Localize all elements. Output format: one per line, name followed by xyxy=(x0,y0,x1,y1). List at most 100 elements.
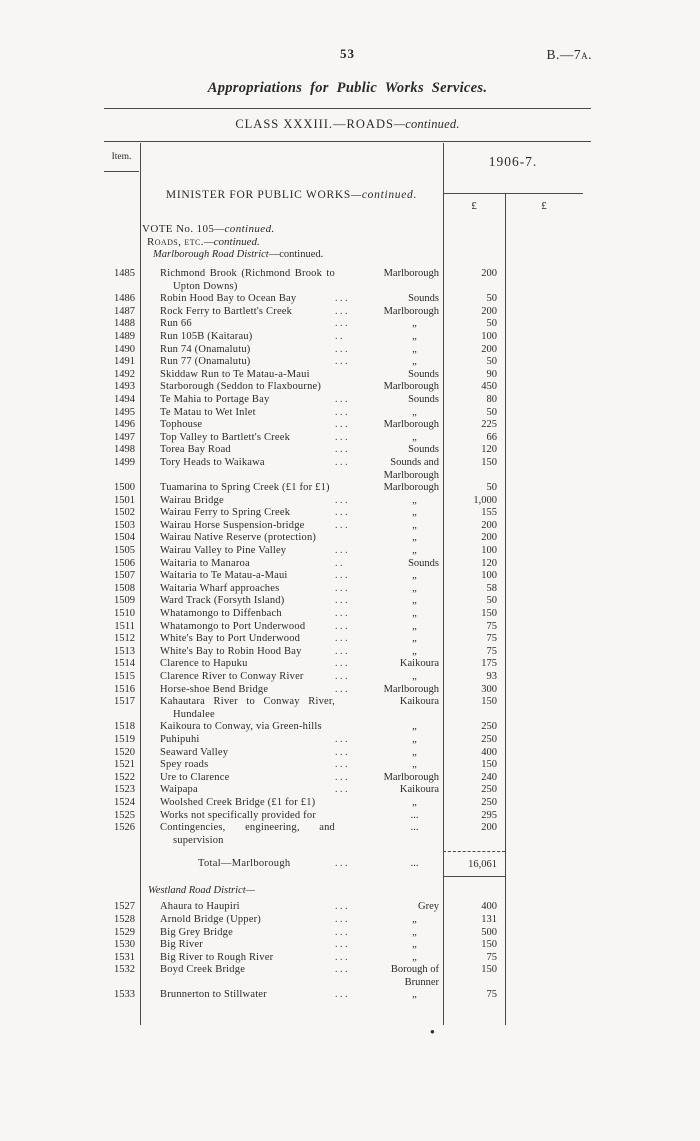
amount-1906-7: 50 xyxy=(486,595,498,607)
locality-cell: „ xyxy=(412,733,417,745)
locality-cell: Grey xyxy=(418,901,439,913)
amount-1906-7: 50 xyxy=(486,356,498,368)
row-main-cell: Ahaura to Haupiri... Grey xyxy=(140,901,443,914)
locality-cell: „ xyxy=(412,532,417,544)
item-number: 1503 xyxy=(114,519,135,531)
locality-cell: Sounds and Marlborough xyxy=(383,456,439,481)
row-main-cell: Waitaria to Te Matau-a-Maui... „ xyxy=(140,570,443,583)
leader-dots: ... xyxy=(335,858,350,870)
leader-dots: ... xyxy=(335,456,350,468)
item-number: 1506 xyxy=(114,557,135,569)
locality-cell: Marlborough xyxy=(383,268,439,279)
amount-1906-7: 150 xyxy=(481,608,497,620)
leader-dots: ... xyxy=(335,419,350,431)
work-description: Whatamongo to Port Underwood xyxy=(160,620,306,632)
table-row: 1530 Big River... „ 150 xyxy=(103,939,583,952)
table-row: 1501 Wairau Bridge... „ 1,000 xyxy=(103,495,583,508)
table-row: 1515 Clarence River to Conway River... „ 93 xyxy=(103,671,583,684)
table-row: 1486 Robin Hood Bay to Ocean Bay... Sounds… xyxy=(103,293,583,306)
locality-cell: Sounds xyxy=(408,444,439,456)
row-main-cell: Horse-shoe Bend Bridge... Marlborough xyxy=(140,684,443,697)
amount-1906-7: 200 xyxy=(481,532,497,544)
work-description: Ure to Clarence xyxy=(160,771,230,783)
leader-dots: ... xyxy=(335,926,350,938)
locality-cell: ... xyxy=(410,822,419,834)
table-row: 1529 Big Grey Bridge... „ 500 xyxy=(103,927,583,940)
leader-dots: ... xyxy=(335,293,350,305)
item-number: 1486 xyxy=(114,293,135,305)
row-main-cell: Top Valley to Bartlett's Creek... „ xyxy=(140,432,443,445)
row-main-cell: Run 105B (Kaitarau).. „ xyxy=(140,331,443,344)
work-description: White's Bay to Port Underwood xyxy=(160,633,301,645)
table-row: 1487 Rock Ferry to Bartlett's Creek... Mar… xyxy=(103,306,583,319)
amount-1906-7: 80 xyxy=(486,393,498,405)
total-label: Total—Marlborough xyxy=(198,858,291,870)
table-row: 1509 Ward Track (Forsyth Island)... „ 50 xyxy=(103,595,583,608)
work-description: Tuamarina to Spring Creek (£1 for £1) xyxy=(160,482,330,494)
table-row: 1522 Ure to Clarence... Marlborough 240 xyxy=(103,772,583,785)
amount-1906-7: 250 xyxy=(481,733,497,745)
row-main-cell: Works not specifically provided for... xyxy=(140,810,443,823)
locality-cell: ... xyxy=(410,809,419,821)
table-row: 1498 Torea Bay Road... Sounds 120 xyxy=(103,444,583,457)
work-description: Woolshed Creek Bridge (£1 for £1) xyxy=(160,796,316,808)
item-number: 1510 xyxy=(114,608,135,620)
locality-cell: „ xyxy=(412,989,417,1001)
row-main-cell: Richmond Brook (Richmond Brook to Upton … xyxy=(140,268,443,293)
work-description: Run 105B (Kaitarau) xyxy=(160,330,253,342)
item-header-underline xyxy=(104,171,139,172)
item-number: 1519 xyxy=(114,733,135,745)
item-number: 1502 xyxy=(114,507,135,519)
row-main-cell: Big River... „ xyxy=(140,939,443,952)
table-row: 1495 Te Matau to Wet Inlet... „ 50 xyxy=(103,407,583,420)
amount-1906-7: 100 xyxy=(481,545,497,557)
amount-1906-7: 150 xyxy=(481,939,497,951)
amount-1906-7: 300 xyxy=(481,683,497,695)
leader-dots: ... xyxy=(335,595,350,607)
locality-cell: „ xyxy=(412,595,417,607)
row-main-cell: Waitaria Wharf approaches... „ xyxy=(140,583,443,596)
work-description: Ahaura to Haupiri xyxy=(160,901,240,913)
locality-cell: „ xyxy=(412,721,417,733)
work-description: Boyd Creek Bridge xyxy=(160,964,246,976)
leader-dots: ... xyxy=(335,658,350,670)
leader-dots: ... xyxy=(335,989,350,1001)
table-row: 1492 Skiddaw Run to Te Matau-a-Maui Sounds… xyxy=(103,369,583,382)
leader-dots: ... xyxy=(335,494,350,506)
row-main-cell: Arnold Bridge (Upper)... „ xyxy=(140,914,443,927)
item-number: 1513 xyxy=(114,645,135,657)
table-row: 1499 Tory Heads to Waikawa... Sounds and M… xyxy=(103,457,583,482)
document-reference: B.—7a. xyxy=(546,47,592,62)
table-row: 1533 Brunnerton to Stillwater... „ 75 xyxy=(103,989,583,1002)
leader-dots: ... xyxy=(335,733,350,745)
work-description: Works not specifically provided for xyxy=(160,809,317,821)
appropriations-table: Item. 1906-7. £ £ MINISTER FOR PUBLIC WO… xyxy=(103,143,583,1038)
leader-dots: .. xyxy=(335,330,345,342)
row-main-cell: Clarence River to Conway River... „ xyxy=(140,671,443,684)
locality-cell: Marlborough xyxy=(383,771,439,783)
row-main-cell: Boyd Creek Bridge... Borough of Brunner xyxy=(140,964,443,989)
work-description: Wairau Bridge xyxy=(160,494,224,506)
work-description: Starborough (Seddon to Flaxbourne) xyxy=(160,381,322,393)
work-description: Big River xyxy=(160,939,203,951)
leader-dots: ... xyxy=(335,582,350,594)
total-row: Total—Marlborough...... 16,061 xyxy=(103,851,583,878)
table-row: 1489 Run 105B (Kaitarau).. „ 100 xyxy=(103,331,583,344)
amount-1906-7: 200 xyxy=(481,268,497,279)
table-row: 1493 Starborough (Seddon to Flaxbourne) Ma… xyxy=(103,381,583,394)
work-description: Ward Track (Forsyth Island) xyxy=(160,595,285,607)
leader-dots: ... xyxy=(335,683,350,695)
row-main-cell: Robin Hood Bay to Ocean Bay... Sounds xyxy=(140,293,443,306)
amount-1906-7: 200 xyxy=(481,519,497,531)
row-main-cell: Tophouse... Marlborough xyxy=(140,419,443,432)
vote-heading: VOTE No. 105—continued. xyxy=(142,223,275,235)
table-row: 1485 Richmond Brook (Richmond Brook to Up… xyxy=(103,268,583,293)
subvote-heading-continued: —continued. xyxy=(203,236,260,248)
minister-heading-continued: —continued. xyxy=(350,189,418,201)
table-row: 1488 Run 66... „ 50 xyxy=(103,318,583,331)
work-description: Run 66 xyxy=(160,318,192,330)
table-row: 1497 Top Valley to Bartlett's Creek... „ 66 xyxy=(103,432,583,445)
item-column-rule xyxy=(140,143,141,1025)
amount-1906-7: 250 xyxy=(481,784,497,796)
table-row: 1532 Boyd Creek Bridge... Borough of Brunn… xyxy=(103,964,583,989)
